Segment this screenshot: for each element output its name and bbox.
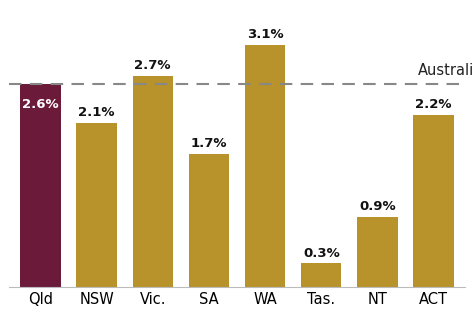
Bar (20, 84, 61, 287)
Bar (413, 115, 454, 287)
Bar (245, 45, 285, 287)
Text: 2.2%: 2.2% (415, 98, 452, 111)
Text: 3.1%: 3.1% (247, 28, 283, 41)
Text: 2.1%: 2.1% (78, 106, 115, 119)
Text: 2.7%: 2.7% (135, 59, 171, 72)
Bar (357, 217, 398, 287)
Text: 1.7%: 1.7% (191, 137, 227, 150)
Text: 2.6%: 2.6% (22, 98, 59, 111)
Bar (76, 123, 117, 287)
Text: 0.3%: 0.3% (303, 246, 340, 259)
Bar (301, 263, 341, 287)
Bar (189, 154, 229, 287)
Text: Australia: Australia (418, 64, 474, 79)
Bar (133, 76, 173, 287)
Text: 0.9%: 0.9% (359, 200, 396, 213)
